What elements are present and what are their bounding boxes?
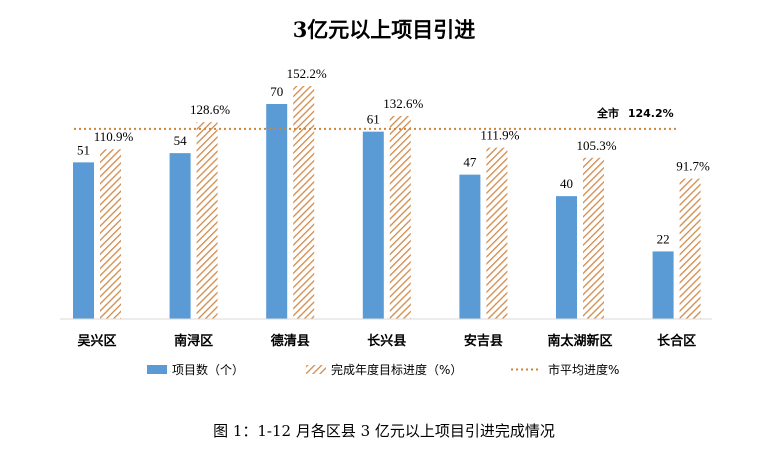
- average-label-prefix: 全市: [596, 106, 619, 120]
- data-label-project-count: 61: [367, 112, 380, 127]
- bar-progress-percent: [486, 147, 508, 319]
- category-label: 安吉县: [464, 333, 503, 349]
- category-label: 南浔区: [174, 333, 213, 349]
- bar-project-count: [652, 251, 674, 319]
- bar-project-count: [73, 162, 94, 319]
- bar-project-count: [556, 196, 577, 319]
- bars-group: [73, 86, 701, 320]
- legend-swatch-progress: [306, 365, 326, 374]
- data-label-progress-percent: 110.9%: [94, 129, 134, 144]
- legend-label-average: 市平均进度%: [548, 362, 619, 377]
- chart-title: 3亿元以上项目引进: [293, 17, 476, 42]
- data-label-project-count: 70: [270, 84, 283, 99]
- data-label-progress-percent: 111.9%: [480, 128, 519, 143]
- data-label-project-count: 40: [560, 176, 573, 191]
- bar-project-count: [169, 153, 191, 319]
- category-labels-group: 吴兴区 南浔区 德清县 长兴县 安吉县 南太湖新区 长合区: [77, 333, 696, 349]
- data-label-progress-percent: 105.3%: [576, 138, 616, 153]
- data-label-progress-percent: 91.7%: [676, 159, 710, 174]
- bar-progress-percent: [389, 116, 411, 320]
- legend-label-project-count: 项目数（个）: [172, 362, 244, 377]
- category-label: 吴兴区: [77, 333, 116, 349]
- average-label: 全市 124.2%: [596, 106, 674, 120]
- legend: 项目数（个） 完成年度目标进度（%） 市平均进度%: [147, 362, 619, 377]
- bar-project-count: [362, 131, 384, 319]
- category-label: 南太湖新区: [547, 333, 612, 349]
- category-label: 长兴县: [367, 333, 406, 349]
- bar-progress-percent: [679, 178, 701, 319]
- bar-progress-percent: [196, 122, 218, 319]
- figure-caption: 图 1：1-12 月各区县 3 亿元以上项目引进完成情况: [213, 422, 555, 440]
- bar-project-count: [266, 104, 288, 319]
- data-label-progress-percent: 152.2%: [287, 66, 327, 81]
- data-label-progress-percent: 128.6%: [190, 102, 230, 117]
- bar-progress-percent: [583, 157, 604, 319]
- data-label-project-count: 54: [174, 133, 188, 148]
- legend-swatch-project-count: [147, 365, 167, 374]
- bar-project-count: [459, 174, 481, 319]
- category-label: 德清县: [271, 333, 310, 349]
- data-label-progress-percent: 132.6%: [383, 96, 423, 111]
- bar-progress-percent: [293, 86, 315, 319]
- average-label-value: 124.2%: [628, 107, 674, 120]
- data-label-project-count: 51: [77, 142, 90, 157]
- data-label-project-count: 22: [657, 231, 670, 246]
- data-label-project-count: 47: [463, 155, 477, 170]
- bar-progress-percent: [100, 149, 121, 319]
- category-label: 长合区: [657, 333, 696, 349]
- legend-label-progress: 完成年度目标进度（%）: [331, 362, 462, 377]
